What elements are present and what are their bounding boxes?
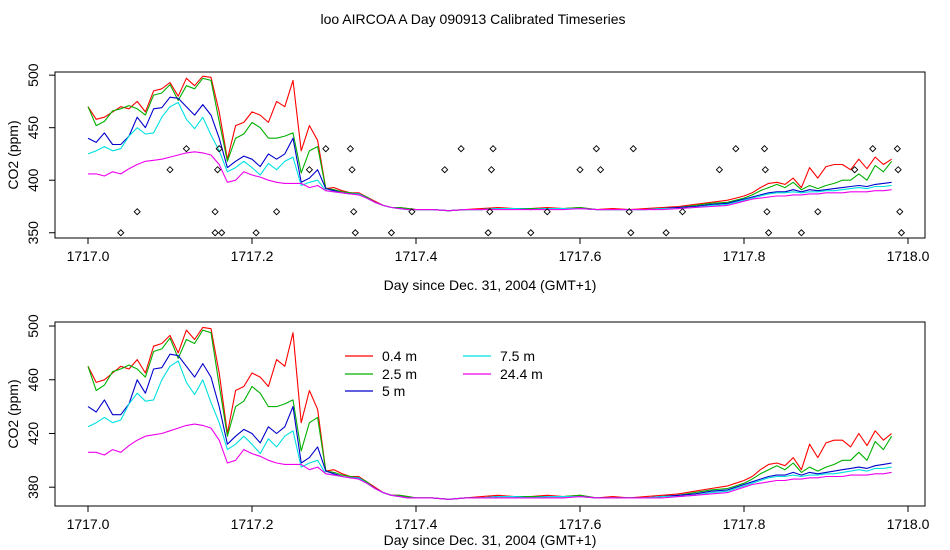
data-point-diamond bbox=[351, 229, 359, 237]
y-tick-label: 500 bbox=[25, 314, 41, 338]
data-point-diamond bbox=[764, 229, 773, 237]
series-line-0-4-mm bbox=[87, 75, 892, 212]
x-tick-label: 1717.6 bbox=[559, 516, 602, 532]
data-point-diamond bbox=[117, 229, 125, 237]
data-point-diamond bbox=[486, 208, 494, 216]
data-point-diamond bbox=[211, 208, 219, 216]
data-point-diamond bbox=[893, 145, 901, 153]
series-line-2-5-mm bbox=[87, 77, 893, 212]
data-point-diamond bbox=[596, 166, 605, 174]
x-tick-label: 1717.0 bbox=[67, 516, 110, 532]
data-point-diamond bbox=[348, 166, 356, 174]
x-axis-label: Day since Dec. 31, 2004 (GMT+1) bbox=[384, 532, 597, 548]
y-tick-label: 350 bbox=[25, 221, 41, 245]
y-tick-label: 420 bbox=[25, 422, 41, 446]
series-line-7-5-mm bbox=[87, 360, 892, 500]
data-point-diamond bbox=[894, 166, 902, 174]
x-tick-label: 1717.6 bbox=[559, 248, 602, 264]
data-point-diamond bbox=[763, 208, 771, 216]
data-point-diamond bbox=[218, 229, 226, 237]
data-point-diamond bbox=[489, 145, 497, 153]
x-tick-label: 1717.2 bbox=[231, 248, 274, 264]
plot-frame bbox=[54, 321, 926, 507]
data-point-diamond bbox=[350, 208, 358, 216]
data-point-diamond bbox=[457, 145, 465, 153]
x-tick-label: 1717.0 bbox=[67, 248, 110, 264]
data-point-diamond bbox=[211, 229, 219, 237]
y-tick-label: 400 bbox=[25, 168, 41, 192]
series-line-0-4-mm bbox=[87, 326, 892, 500]
series-line-24-4-mm bbox=[88, 423, 892, 500]
data-point-diamond bbox=[543, 208, 551, 216]
y-tick-label: 500 bbox=[25, 63, 41, 87]
data-point-diamond bbox=[213, 166, 222, 174]
data-point-diamond bbox=[166, 166, 174, 174]
y-axis-label: CO2 (ppm) bbox=[5, 379, 21, 448]
data-point-diamond bbox=[627, 229, 635, 237]
data-point-diamond bbox=[761, 166, 769, 174]
bottom-panel: 1717.0 1717.2 1717.4 1717.6 1717.8 1718.0 Day … bbox=[5, 314, 930, 548]
series-line-7-5-mm bbox=[87, 101, 892, 212]
plot-frame bbox=[54, 71, 926, 239]
legend-label: 5 m bbox=[382, 383, 405, 399]
top-panel: 1717.0 1717.2 1717.4 1717.6 1717.8 1718.0 Day … bbox=[5, 63, 930, 293]
legend-label: 0.4 m bbox=[382, 348, 417, 364]
data-point-diamond bbox=[487, 166, 496, 174]
data-point-diamond bbox=[678, 208, 687, 216]
data-point-diamond bbox=[305, 166, 314, 174]
legend-label: 24.4 m bbox=[500, 366, 543, 382]
data-point-diamond bbox=[484, 229, 492, 237]
data-point-diamond bbox=[760, 145, 769, 153]
legend: 0.4 m 2.5 m5 m 7.5 m 24.4 m bbox=[345, 348, 543, 399]
data-point-diamond bbox=[252, 229, 260, 237]
legend-label: 7.5 m bbox=[500, 348, 535, 364]
data-point-diamond bbox=[814, 208, 822, 216]
x-axis-label: Day since Dec. 31, 2004 (GMT+1) bbox=[384, 277, 597, 293]
x-tick-label: 1717.8 bbox=[723, 516, 766, 532]
data-point-diamond bbox=[797, 229, 806, 237]
data-point-diamond bbox=[897, 229, 906, 237]
series-line-2-5-mm bbox=[87, 329, 893, 500]
data-point-diamond bbox=[576, 166, 584, 174]
data-point-diamond bbox=[441, 166, 449, 174]
data-point-diamond bbox=[896, 208, 904, 216]
data-point-diamond bbox=[592, 145, 601, 153]
data-point-diamond bbox=[322, 145, 330, 153]
y-tick-label: 460 bbox=[25, 368, 41, 392]
x-tick-label: 1717.4 bbox=[395, 516, 438, 532]
data-point-diamond bbox=[133, 208, 141, 216]
series-line-24-4-mm bbox=[88, 151, 892, 212]
data-point-diamond bbox=[625, 208, 633, 216]
data-point-diamond bbox=[272, 208, 281, 216]
x-tick-label: 1717.8 bbox=[723, 248, 766, 264]
x-tick-label: 1717.2 bbox=[231, 516, 274, 532]
data-point-diamond bbox=[215, 145, 223, 153]
x-tick-label: 1718.0 bbox=[887, 516, 930, 532]
y-tick-label: 450 bbox=[25, 116, 41, 140]
x-tick-label: 1718.0 bbox=[887, 248, 930, 264]
legend-label: 2.5 m bbox=[382, 366, 417, 382]
data-point-diamond bbox=[869, 145, 877, 153]
data-point-diamond bbox=[851, 166, 859, 174]
x-tick-label: 1717.4 bbox=[395, 248, 438, 264]
data-point-diamond bbox=[629, 145, 637, 153]
data-point-diamond bbox=[346, 145, 355, 153]
data-point-diamond bbox=[662, 229, 670, 237]
data-point-diamond bbox=[732, 145, 740, 153]
y-axis-label: CO2 (ppm) bbox=[5, 120, 21, 189]
data-point-diamond bbox=[408, 208, 416, 216]
y-tick-label: 380 bbox=[25, 475, 41, 499]
chart-title: loo AIRCOA A Day 090913 Calibrated Times… bbox=[320, 11, 625, 27]
data-point-diamond bbox=[527, 229, 535, 237]
data-point-diamond bbox=[715, 166, 724, 174]
data-point-diamond bbox=[387, 229, 396, 237]
data-point-diamond bbox=[182, 145, 191, 153]
